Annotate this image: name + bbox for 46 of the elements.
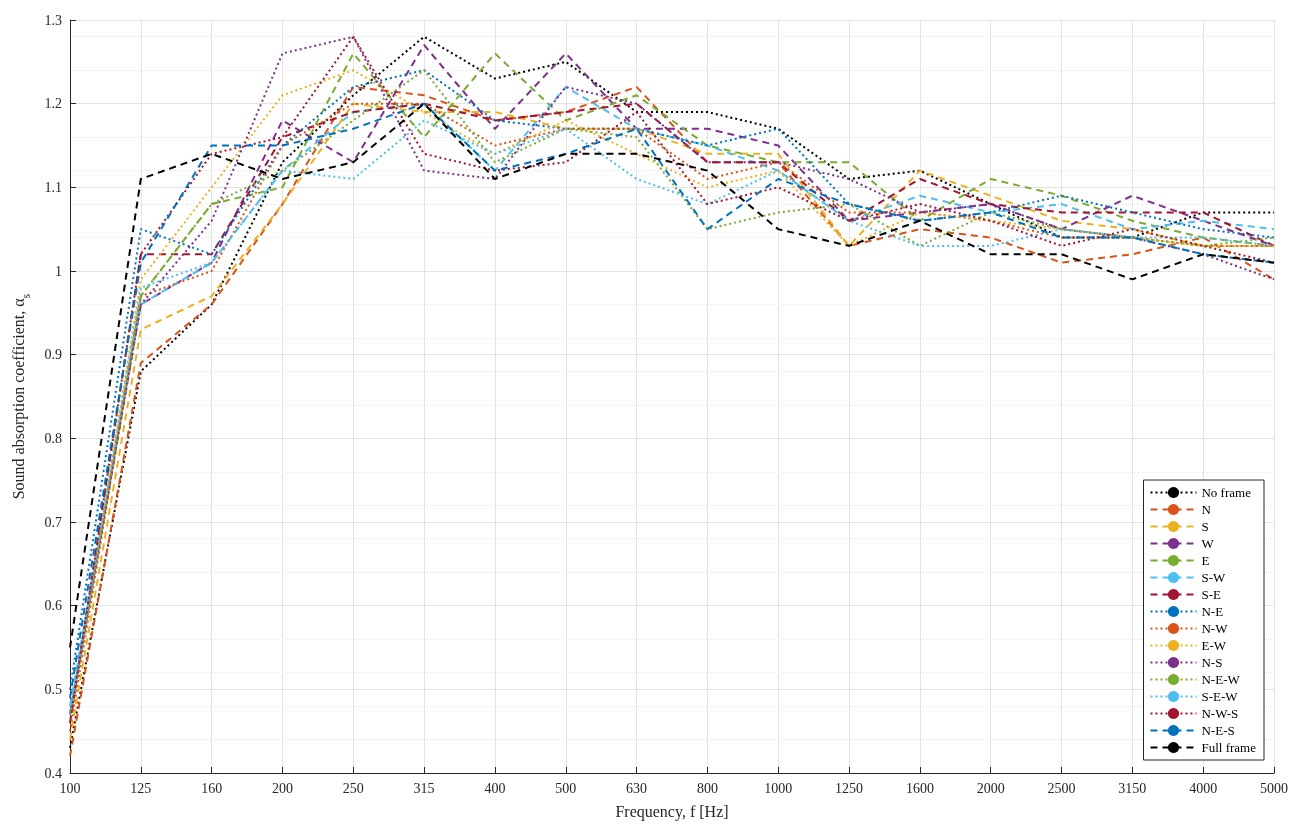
legend-label: No frame [1201,485,1252,500]
x-tick-label: 160 [201,780,223,796]
y-tick-label: 0.8 [44,430,62,446]
y-tick-label: 1.1 [44,179,62,195]
x-tick-label: 5000 [1260,780,1288,796]
y-tick-label: 0.4 [44,765,62,781]
x-tick-label: 800 [696,780,718,796]
legend-label: E-W [1201,638,1227,653]
x-tick-label: 1250 [835,780,864,796]
x-tick-label: 315 [413,780,435,796]
x-tick-label: 400 [484,780,506,796]
x-tick-label: 1000 [764,780,793,796]
x-axis-title: Frequency, f [Hz] [615,802,729,821]
x-tick-label: 630 [626,780,648,796]
legend-label: S-E [1201,587,1222,602]
x-tick-label: 200 [271,780,293,796]
x-tick-label: 100 [59,780,81,796]
y-tick-label: 1.3 [44,12,62,28]
x-tick-label: 1600 [905,780,934,796]
legend-label: E [1201,553,1210,568]
legend-label: N [1201,502,1212,517]
legend-label: N-S [1201,655,1223,670]
y-tick-label: 0.7 [44,514,62,530]
legend-label: W [1201,536,1215,551]
legend-label: S-E-W [1201,689,1239,704]
legend-label: N-W [1201,621,1229,636]
legend-label: S-W [1201,570,1227,585]
x-tick-label: 500 [555,780,577,796]
x-tick-label: 2500 [1047,780,1076,796]
x-tick-label: 4000 [1189,780,1218,796]
x-tick-label: 2000 [976,780,1005,796]
y-tick-label: 0.9 [44,347,62,363]
legend-label: N-W-S [1201,706,1239,721]
legend-label: N-E [1201,604,1224,619]
y-tick-label: 0.5 [44,681,62,697]
y-axis-title: Sound absorption coefficient, αs [9,293,33,500]
y-tick-label: 0.6 [44,598,62,614]
legend-label: S [1201,519,1209,534]
legend-label: N-E-S [1201,723,1235,738]
y-tick-label: 1.2 [44,96,62,112]
legend-label: N-E-W [1201,672,1241,687]
y-tick-label: 1 [55,263,62,279]
x-tick-label: 125 [130,780,152,796]
x-tick-label: 250 [342,780,364,796]
legend-label: Full frame [1201,740,1257,755]
x-tick-label: 3150 [1118,780,1147,796]
